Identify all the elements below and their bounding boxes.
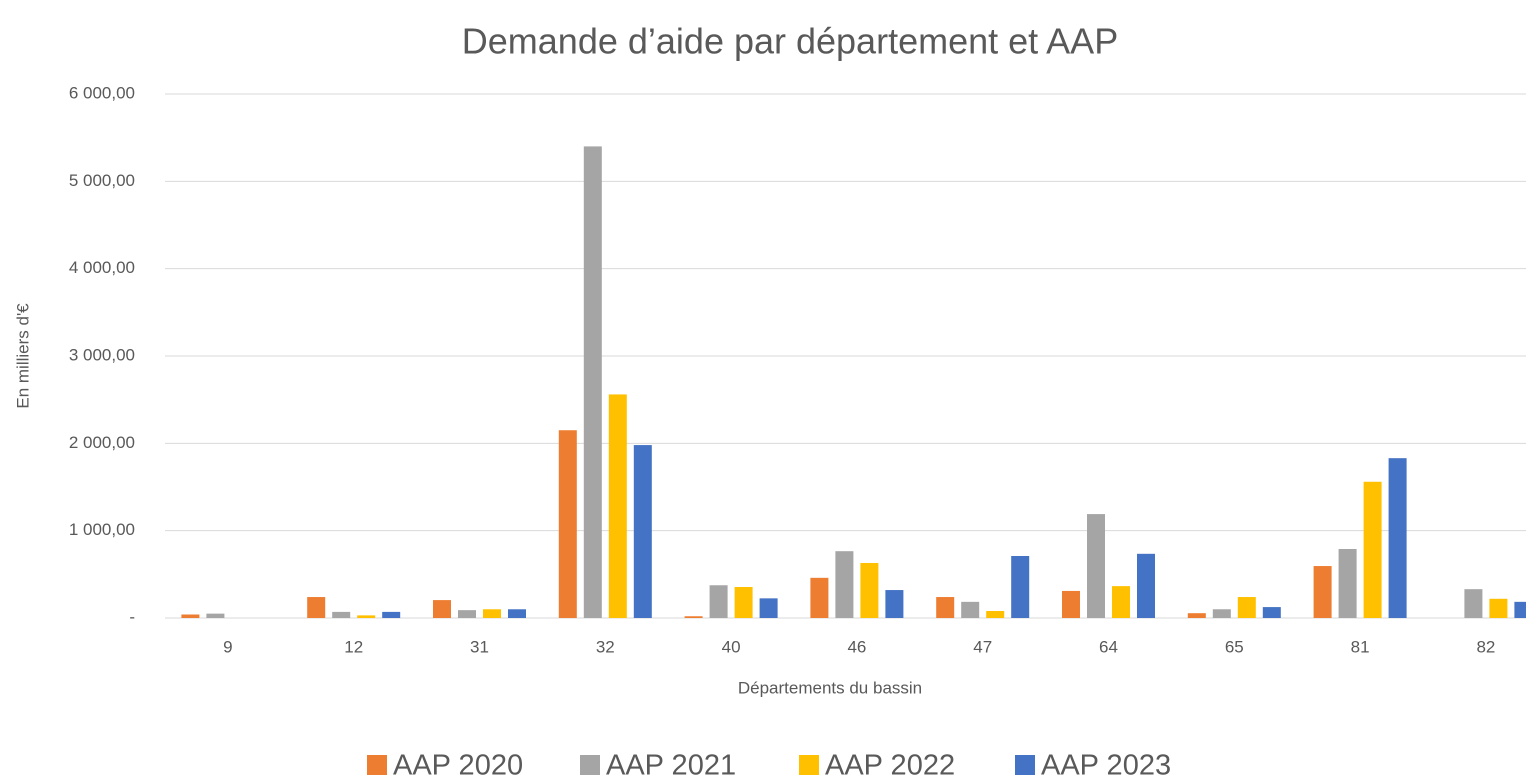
chart-title: Demande d’aide par département et AAP [462,21,1118,62]
x-tick-label: 40 [722,637,741,656]
bar [633,445,652,618]
bar [734,586,753,618]
bar [961,601,980,618]
bar [583,146,602,618]
bar [936,597,955,618]
y-tick-label: 3 000,00 [69,345,135,364]
y-tick-label: 2 000,00 [69,433,135,452]
bar [1187,613,1206,618]
bar [332,611,351,618]
bar [1262,607,1281,618]
bar [835,551,854,618]
x-tick-label: 81 [1351,637,1370,656]
x-tick-label: 64 [1099,637,1118,656]
bar [483,609,501,618]
x-tick-label: 47 [973,637,992,656]
bar [1313,566,1332,618]
x-tick-label: 12 [344,637,363,656]
bar [1388,458,1407,618]
y-tick-label: 1 000,00 [69,520,135,539]
bar [1212,609,1231,618]
x-tick-label: 31 [470,637,489,656]
bar [860,562,879,618]
x-tick-label: 46 [847,637,866,656]
legend-swatch [580,755,600,775]
bar [810,577,829,618]
bar [1464,589,1483,618]
bar [1011,555,1030,618]
y-tick-label: 4 000,00 [69,258,135,277]
bar [759,598,778,618]
bar [1363,481,1382,618]
bar [357,615,376,618]
y-tick-label: - [129,607,135,626]
x-tick-label: 9 [223,637,232,656]
y-axis-label: En milliers d'€ [13,303,32,409]
bar [1087,514,1105,618]
legend-label: AAP 2023 [1041,750,1171,781]
x-axis-label: Départements du bassin [738,678,922,697]
bar [181,614,200,618]
bar [709,585,728,618]
legend-label: AAP 2020 [393,750,523,781]
bar [508,609,526,618]
bar [1237,597,1256,618]
bar [684,616,703,618]
bar [1489,598,1508,618]
bar [608,394,627,618]
bar [1514,601,1526,618]
bar [986,611,1005,618]
x-tick-label: 32 [596,637,615,656]
legend-label: AAP 2021 [606,750,736,781]
bar [1137,553,1155,618]
bar [382,611,401,618]
bar [1338,549,1357,618]
bar [885,590,904,618]
bar [1112,586,1130,618]
bar [458,610,476,618]
legend-swatch [1015,755,1035,775]
x-tick-label: 65 [1225,637,1244,656]
legend-swatch [799,755,819,775]
legend-swatch [367,755,387,775]
bar [558,430,577,618]
legend-label: AAP 2022 [825,750,955,781]
bar [307,597,326,618]
y-tick-label: 6 000,00 [69,83,135,102]
bar [433,600,451,618]
x-tick-label: 82 [1476,637,1495,656]
bar [1062,590,1080,618]
bar [206,613,225,618]
y-tick-label: 5 000,00 [69,171,135,190]
